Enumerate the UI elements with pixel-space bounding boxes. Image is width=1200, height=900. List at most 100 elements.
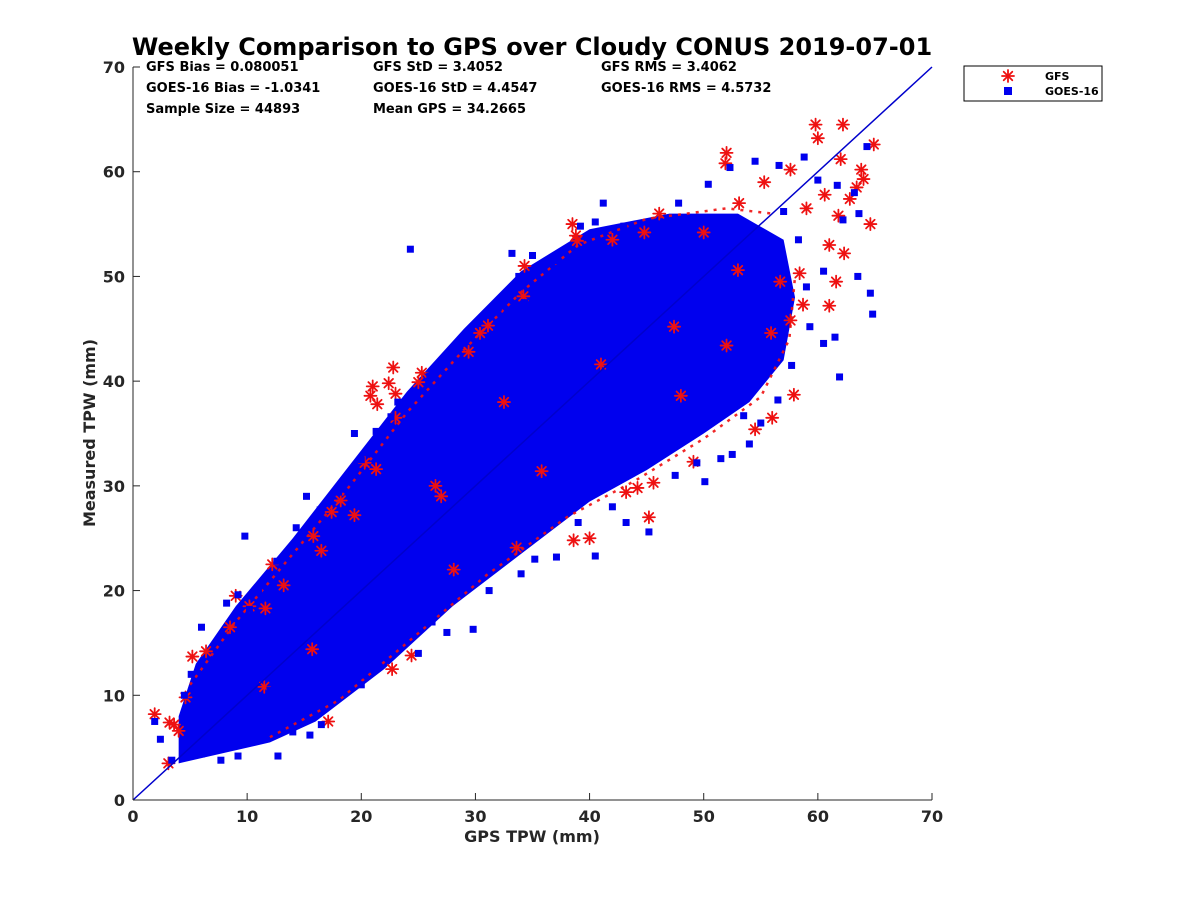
goes16-point <box>494 304 502 312</box>
goes16-series <box>151 143 877 764</box>
goes16-point <box>836 373 844 381</box>
goes16-point <box>426 372 434 380</box>
goes16-point <box>529 251 536 259</box>
gfs-point <box>854 162 869 177</box>
gfs-point <box>434 489 449 504</box>
gfs-point <box>570 233 584 248</box>
gfs-point <box>258 601 273 616</box>
x-tick-label: 60 <box>807 807 829 826</box>
goes16-point <box>372 427 380 435</box>
goes16-point <box>217 756 225 764</box>
gfs-point <box>773 274 788 289</box>
goes16-point <box>551 257 559 265</box>
goes16-point <box>156 735 164 743</box>
density-cloud <box>178 207 797 764</box>
y-ticks: 0 10 20 30 40 50 60 70 <box>103 58 140 810</box>
stat-goes-bias: GOES-16 Bias = -1.0341 <box>146 81 320 96</box>
goes16-point <box>700 314 708 322</box>
goes16-point <box>794 236 802 244</box>
gfs-point <box>605 232 620 247</box>
gfs-point <box>324 505 339 519</box>
goes16-point <box>387 413 395 421</box>
gfs-point <box>731 263 745 278</box>
gfs-fringe-0 <box>189 207 773 686</box>
gfs-point <box>630 481 645 495</box>
goes16-point <box>802 283 810 291</box>
y-tick-label: 20 <box>103 582 125 601</box>
gfs-fringe-1 <box>269 276 797 739</box>
goes16-point <box>866 289 874 297</box>
legend-box <box>963 65 1103 102</box>
gfs-point <box>314 543 329 558</box>
goes16-point <box>726 164 734 172</box>
goes16-point <box>671 361 679 369</box>
gfs-point <box>822 298 837 313</box>
x-tick-label: 30 <box>464 807 486 826</box>
gfs-point <box>619 485 633 500</box>
goes16-point <box>485 587 493 595</box>
goes16-point <box>515 272 523 280</box>
goes16-point <box>717 455 725 463</box>
goes16-point <box>395 639 403 647</box>
goes16-point <box>855 210 863 218</box>
gfs-point <box>385 662 400 677</box>
goes16-point <box>764 293 772 301</box>
stats-block: GFS Bias = 0.080051 GFS StD = 3.4052 GFS… <box>146 60 771 117</box>
goes16-point <box>820 267 828 275</box>
goes16-point <box>774 396 782 404</box>
stat-gfs-std: GFS StD = 3.4052 <box>373 60 503 75</box>
goes16-point <box>839 216 847 224</box>
goes16-point <box>745 440 753 448</box>
goes16-point <box>591 218 599 226</box>
goes16-point <box>471 519 479 527</box>
goes16-point <box>184 742 192 750</box>
goes16-point <box>727 379 735 387</box>
gfs-point <box>223 620 237 635</box>
gfs-point <box>764 326 778 340</box>
gfs-point <box>732 196 746 211</box>
goes16-point <box>704 180 712 188</box>
goes16-point <box>622 519 630 527</box>
goes16-point <box>728 450 736 458</box>
x-ticks: 0 10 20 30 40 50 60 70 <box>127 793 943 826</box>
goes16-point <box>675 199 683 207</box>
gfs-point <box>411 375 426 390</box>
gfs-point <box>566 533 581 548</box>
gfs-point <box>829 274 844 289</box>
goes16-density-region <box>178 213 796 764</box>
gfs-point <box>796 297 810 312</box>
gfs-point <box>582 531 597 546</box>
goes16-point <box>213 672 221 680</box>
gfs-point <box>446 562 461 577</box>
gfs-point <box>363 388 378 403</box>
one-to-one-line <box>132 66 933 801</box>
goes16-point <box>394 398 402 406</box>
gfs-point <box>370 397 385 412</box>
gfs-point <box>667 319 681 334</box>
goes16-point <box>869 310 877 318</box>
goes16-point <box>850 189 858 197</box>
goes16-point <box>671 471 679 479</box>
gfs-point <box>856 172 871 186</box>
goes16-point <box>474 320 482 328</box>
goes16-point <box>521 299 529 307</box>
goes16-point <box>234 752 242 760</box>
x-tick-label: 40 <box>578 807 600 826</box>
goes16-point <box>806 323 814 331</box>
goes16-point <box>740 412 748 420</box>
goes16-point <box>306 731 314 739</box>
goes16-point <box>568 409 576 417</box>
goes16-point <box>373 664 381 672</box>
goes16-point <box>363 634 371 642</box>
gfs-point <box>305 642 320 657</box>
gfs-point <box>365 379 380 394</box>
goes16-point <box>241 532 249 540</box>
gfs-point <box>719 145 734 160</box>
stat-gfs-rms: GFS RMS = 3.4062 <box>601 60 737 75</box>
x-tick-label: 50 <box>693 807 715 826</box>
gfs-point <box>696 225 711 240</box>
gfs-point <box>783 313 798 328</box>
gfs-point <box>783 162 798 177</box>
goes16-point <box>511 461 519 469</box>
goes16-point <box>517 570 525 578</box>
